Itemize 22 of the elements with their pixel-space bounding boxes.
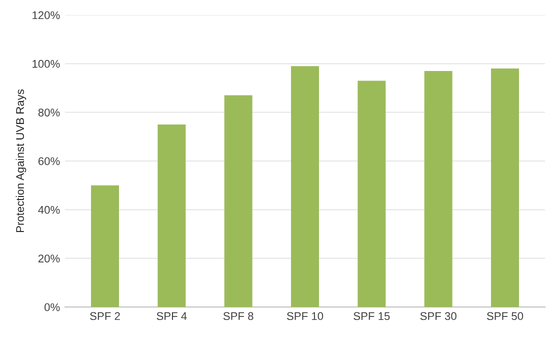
bar bbox=[91, 185, 119, 307]
y-tick-label: 0% bbox=[44, 303, 60, 312]
x-tick-label: SPF 10 bbox=[286, 312, 324, 320]
y-tick-label: 120% bbox=[32, 11, 60, 20]
y-tick-label: 60% bbox=[38, 157, 60, 166]
x-tick-label: SPF 8 bbox=[223, 312, 254, 320]
bar bbox=[291, 66, 319, 307]
bar bbox=[358, 80, 386, 307]
y-tick-label: 100% bbox=[32, 60, 60, 68]
bar bbox=[424, 70, 452, 307]
x-tick-label: SPF 30 bbox=[420, 312, 456, 320]
y-tick-label: 80% bbox=[38, 108, 60, 116]
x-tick-label: SPF 4 bbox=[156, 312, 187, 320]
x-tick-label: SPF 15 bbox=[354, 312, 390, 320]
y-axis-title: Protection Against UVB Rays bbox=[16, 89, 26, 232]
x-tick-label: SPF 2 bbox=[90, 312, 120, 320]
y-tick-label: 40% bbox=[38, 206, 60, 214]
x-tick-label: SPF 50 bbox=[486, 312, 524, 320]
bar bbox=[224, 95, 252, 307]
bar bbox=[491, 68, 519, 307]
y-tick-label: 20% bbox=[38, 254, 60, 262]
bar bbox=[158, 124, 186, 307]
